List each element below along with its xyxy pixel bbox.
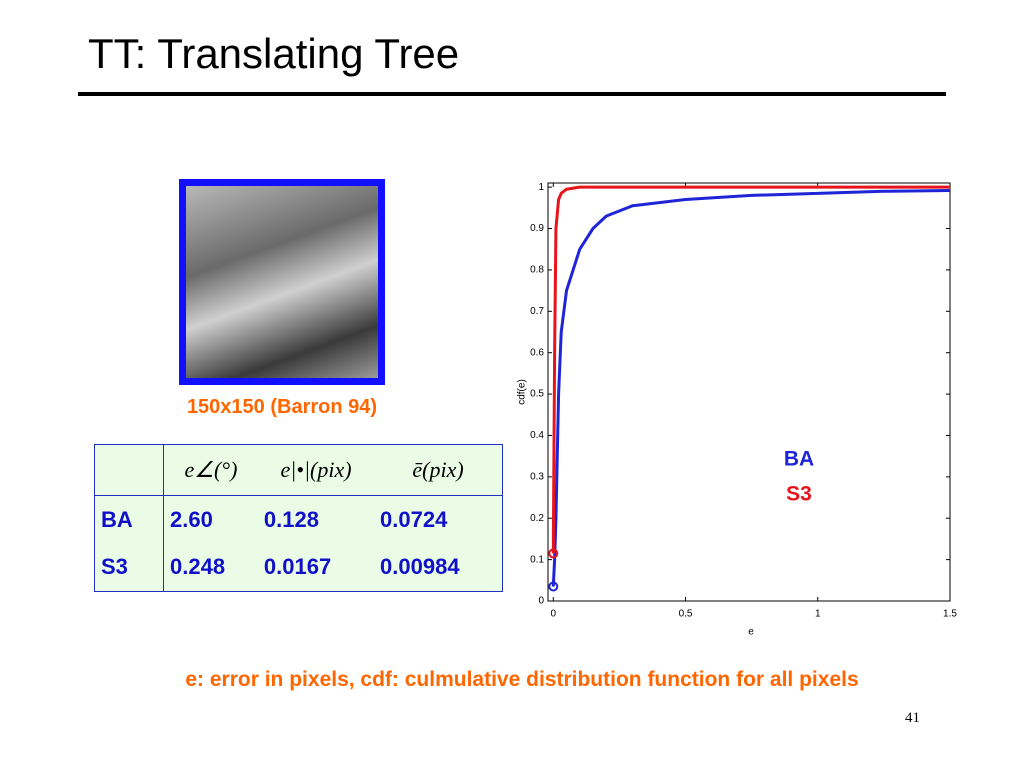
y-tick-label: 1 (538, 182, 544, 193)
tree-image (179, 179, 385, 385)
table-cell: 0.128 (263, 506, 319, 532)
table-cell: 0.00984 (380, 554, 460, 580)
y-tick-label: 0 (538, 596, 544, 607)
y-tick-label: 0.6 (530, 347, 544, 358)
x-tick-label: 0.5 (679, 609, 693, 620)
legend-entry: S3 (786, 483, 812, 506)
chart: e cdf(e) 0 0.1 0.2 0.3 0.4 0.5 0.6 0.7 0.8 0.9 1 0 0… (517, 182, 958, 638)
y-axis-label: cdf(e) (517, 379, 528, 405)
start-marker (548, 548, 559, 559)
y-tick-label: 0.9 (530, 223, 544, 234)
table-cell: 0.0167 (263, 554, 332, 580)
table-row: e∠(°) e|•|(pix) ē(pix) (95, 445, 502, 496)
image-caption: 150x150 (Barron 94) (186, 396, 378, 418)
y-tick-label: 0.1 (530, 554, 544, 565)
y-tick-label: 0.5 (530, 389, 544, 400)
table-cell (95, 445, 164, 496)
results-table: e∠(°) e|•|(pix) ē(pix) BA 2.60 0.128 0.0724 S3 0… (94, 444, 503, 592)
table-cell: 2.60 (170, 506, 213, 532)
y-tick-label: 0.3 (530, 471, 544, 482)
x-axis-label: e (748, 627, 754, 638)
slide-title: TT: Translating Tree (88, 30, 460, 77)
y-tick-label: 0.2 (530, 513, 544, 524)
table-cell: S3 (95, 543, 164, 591)
footnote: e: error in pixels, cdf: culmulative dis… (185, 668, 859, 691)
data-line (551, 185, 950, 554)
x-tick-label: 1 (815, 609, 821, 620)
table-cell: e∠(°) (163, 445, 258, 496)
page-number: 41 (905, 710, 920, 726)
legend-entry: BA (784, 448, 814, 471)
y-tick-label: 0.4 (530, 430, 544, 441)
x-tick-label: 0 (551, 609, 557, 620)
y-tick-label: 0.7 (530, 306, 544, 317)
x-tick-label: 1.5 (943, 609, 957, 620)
table-cell: ē(pix) (374, 445, 502, 496)
table-cell: e|•|(pix) (257, 445, 375, 496)
table-row: BA 2.60 0.128 0.0724 (95, 495, 502, 544)
table-cell: 0.248 (170, 554, 226, 580)
y-tick-label: 0.8 (530, 265, 544, 276)
title-rule (78, 92, 946, 96)
start-marker (548, 581, 559, 592)
table-cell: BA (95, 495, 164, 544)
plot-area (547, 182, 951, 602)
table-row: S3 0.248 0.0167 0.00984 (95, 543, 502, 591)
data-line (551, 188, 951, 587)
table-cell: 0.0724 (380, 506, 448, 532)
